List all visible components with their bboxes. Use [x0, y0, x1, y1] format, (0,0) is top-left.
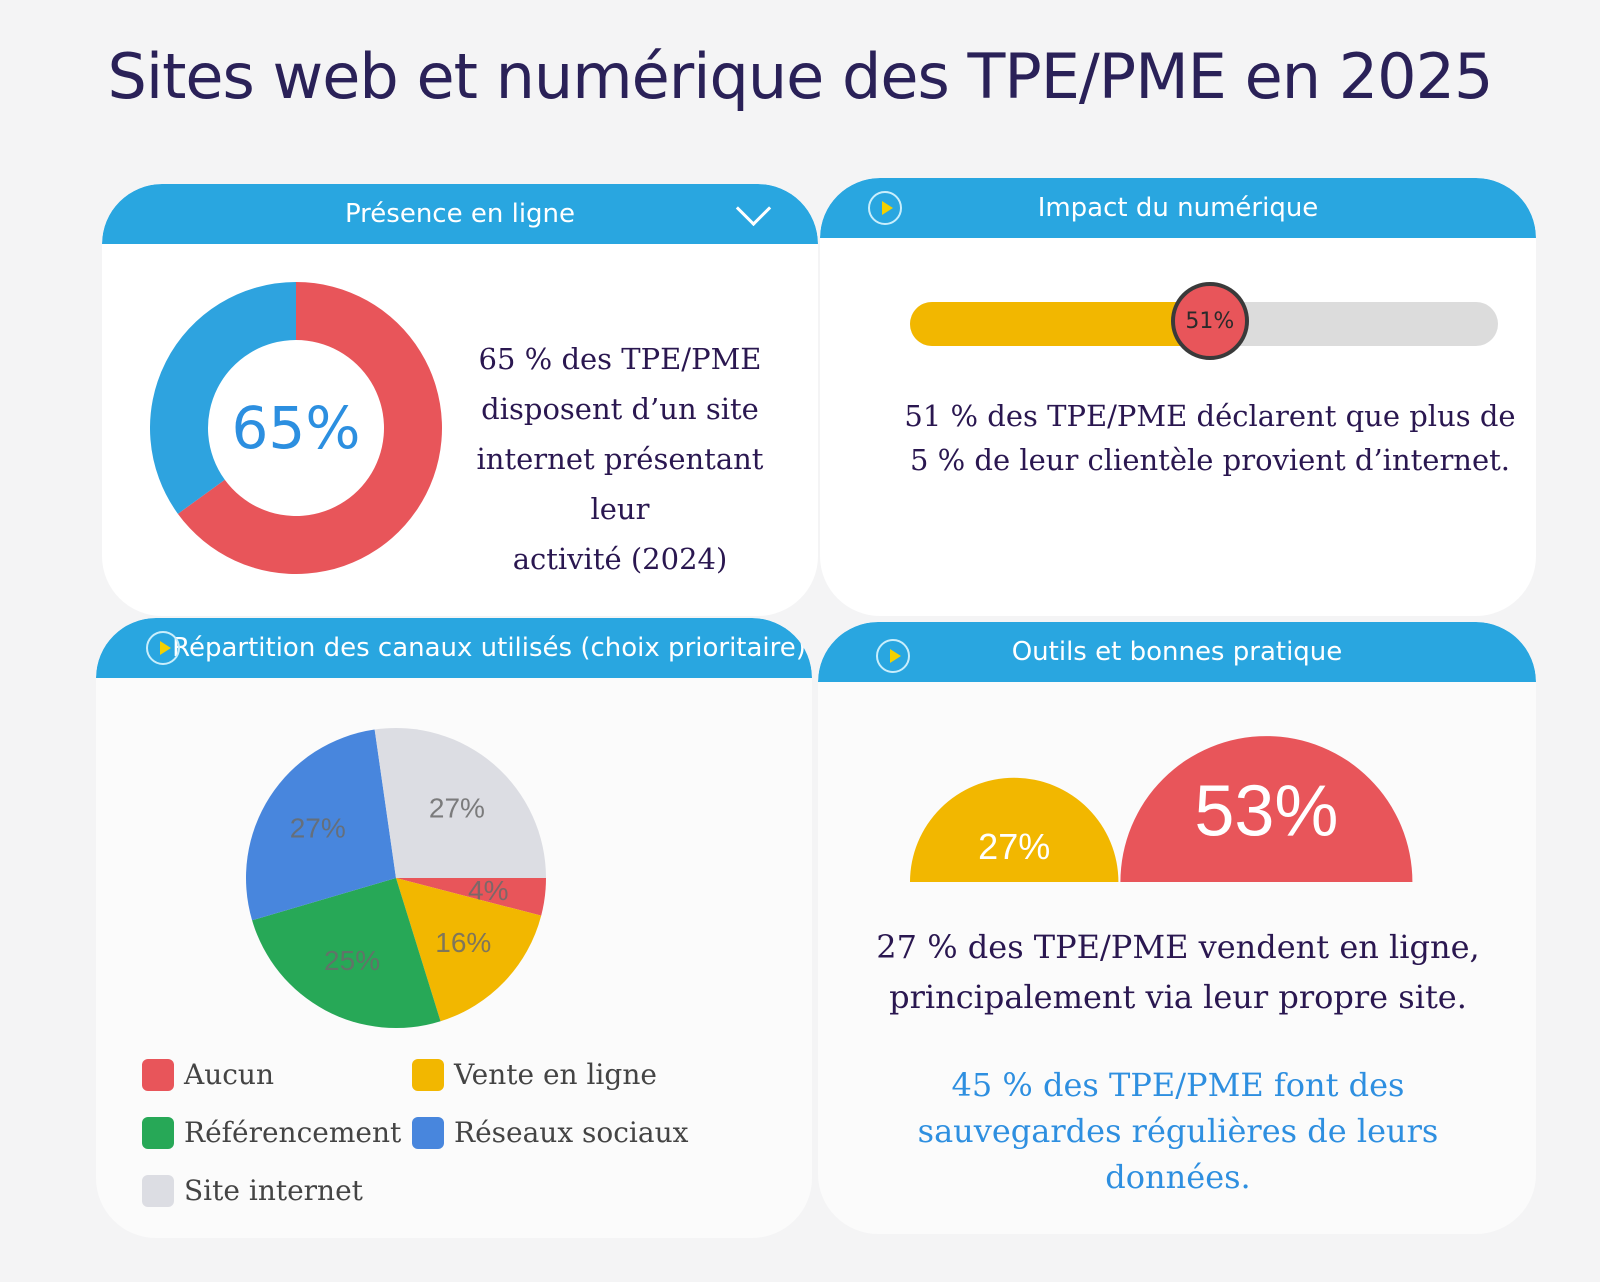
card-impact: Impact du numérique 51% 51 % des TPE/PME…	[820, 178, 1536, 616]
play-icon[interactable]	[868, 191, 902, 225]
pie-slice	[396, 878, 546, 916]
card-presence-header[interactable]: Présence en ligne	[102, 184, 818, 244]
card-presence-title: Présence en ligne	[344, 199, 576, 229]
card-outils-title: Outils et bonnes pratique	[1011, 637, 1343, 667]
legend-label: Vente en ligne	[454, 1058, 657, 1091]
impact-text: 51 % des TPE/PME déclarent que plus de 5…	[890, 394, 1530, 482]
outils-text: 27 % des TPE/PME vendent en ligne, princ…	[858, 922, 1498, 1022]
pie-value-label: 27%	[429, 793, 485, 824]
chevron-down-icon[interactable]	[735, 190, 772, 227]
presence-text-line: disposent d’un site	[481, 392, 759, 426]
legend-swatch	[142, 1058, 174, 1091]
impact-text-line: 5 % de leur clientèle provient d’interne…	[909, 443, 1511, 477]
legend-label: Site internet	[184, 1174, 363, 1207]
pie-slice	[396, 878, 542, 1022]
legend-item: Site internet	[142, 1174, 363, 1207]
legend-label: Réseaux sociaux	[454, 1116, 689, 1149]
legend-item: Réseaux sociaux	[412, 1116, 688, 1149]
impact-text-line: 51 % des TPE/PME déclarent que plus de	[904, 399, 1516, 433]
pie-chart: 4%16%25%27%27%	[245, 728, 546, 1028]
outils-backup-line: données.	[1105, 1158, 1251, 1196]
legend-swatch	[412, 1116, 444, 1149]
outils-backup-line: sauvegardes régulières de leurs	[917, 1112, 1439, 1150]
donut-center-label: 65%	[231, 394, 361, 462]
donut-svg	[150, 282, 442, 574]
presence-text-line: internet présentant leur	[476, 442, 764, 526]
legend-swatch	[142, 1174, 174, 1207]
outils-backup-text: 45 % des TPE/PME font des sauvegardes ré…	[858, 1062, 1498, 1200]
pie-slice	[245, 729, 396, 921]
card-impact-title: Impact du numérique	[1037, 193, 1319, 223]
outils-text-line: 27 % des TPE/PME vendent en ligne,	[876, 928, 1480, 966]
card-outils-header[interactable]: Outils et bonnes pratique	[818, 622, 1536, 682]
pie-legend: Aucun Vente en ligne Référencement Résea…	[142, 1058, 742, 1218]
donut-slice	[177, 282, 442, 574]
pie-value-label: 25%	[324, 945, 380, 976]
card-canaux-title: Répartition des canaux utilisés (choix p…	[172, 633, 806, 663]
card-outils: Outils et bonnes pratique 27% 53% 27 % de…	[818, 622, 1536, 1234]
pie-slice	[374, 728, 546, 878]
pie-slice	[252, 878, 441, 1028]
semicircle-bar	[910, 777, 1119, 882]
card-canaux: Répartition des canaux utilisés (choix p…	[96, 618, 812, 1238]
presence-text: 65 % des TPE/PME disposent d’un site int…	[450, 334, 790, 584]
presence-text-line: 65 % des TPE/PME	[478, 342, 762, 376]
progress-fill	[910, 302, 1210, 346]
card-presence: Présence en ligne 65% 65 % des TPE/PME d…	[102, 184, 818, 616]
pie-value-label: 16%	[435, 927, 491, 958]
play-icon[interactable]	[876, 639, 910, 673]
donut-slice	[150, 282, 296, 514]
play-icon[interactable]	[146, 631, 180, 665]
legend-label: Aucun	[184, 1058, 275, 1091]
progress-knob[interactable]: 51%	[1170, 282, 1249, 360]
semicircle-bar	[1120, 736, 1413, 882]
legend-item: Vente en ligne	[412, 1058, 657, 1091]
semicircle-value-label: 53%	[1194, 771, 1338, 851]
legend-item: Référencement	[142, 1116, 401, 1149]
pie-value-label: 27%	[290, 813, 346, 844]
card-impact-header[interactable]: Impact du numérique	[820, 178, 1536, 238]
legend-swatch	[412, 1058, 444, 1091]
card-canaux-header[interactable]: Répartition des canaux utilisés (choix p…	[96, 618, 812, 678]
page-title: Sites web et numérique des TPE/PME en 20…	[107, 40, 1494, 113]
outils-backup-line: 45 % des TPE/PME font des	[951, 1066, 1405, 1104]
legend-item: Aucun	[142, 1058, 274, 1091]
semicircle-value-label: 27%	[978, 826, 1050, 867]
donut-chart: 65%	[150, 282, 442, 574]
presence-text-line: activité (2024)	[512, 542, 728, 576]
outils-text-line: principalement via leur propre site.	[889, 978, 1467, 1016]
legend-label: Référencement	[184, 1116, 402, 1149]
legend-swatch	[142, 1116, 174, 1149]
semicircle-chart: 27% 53%	[910, 736, 1413, 882]
